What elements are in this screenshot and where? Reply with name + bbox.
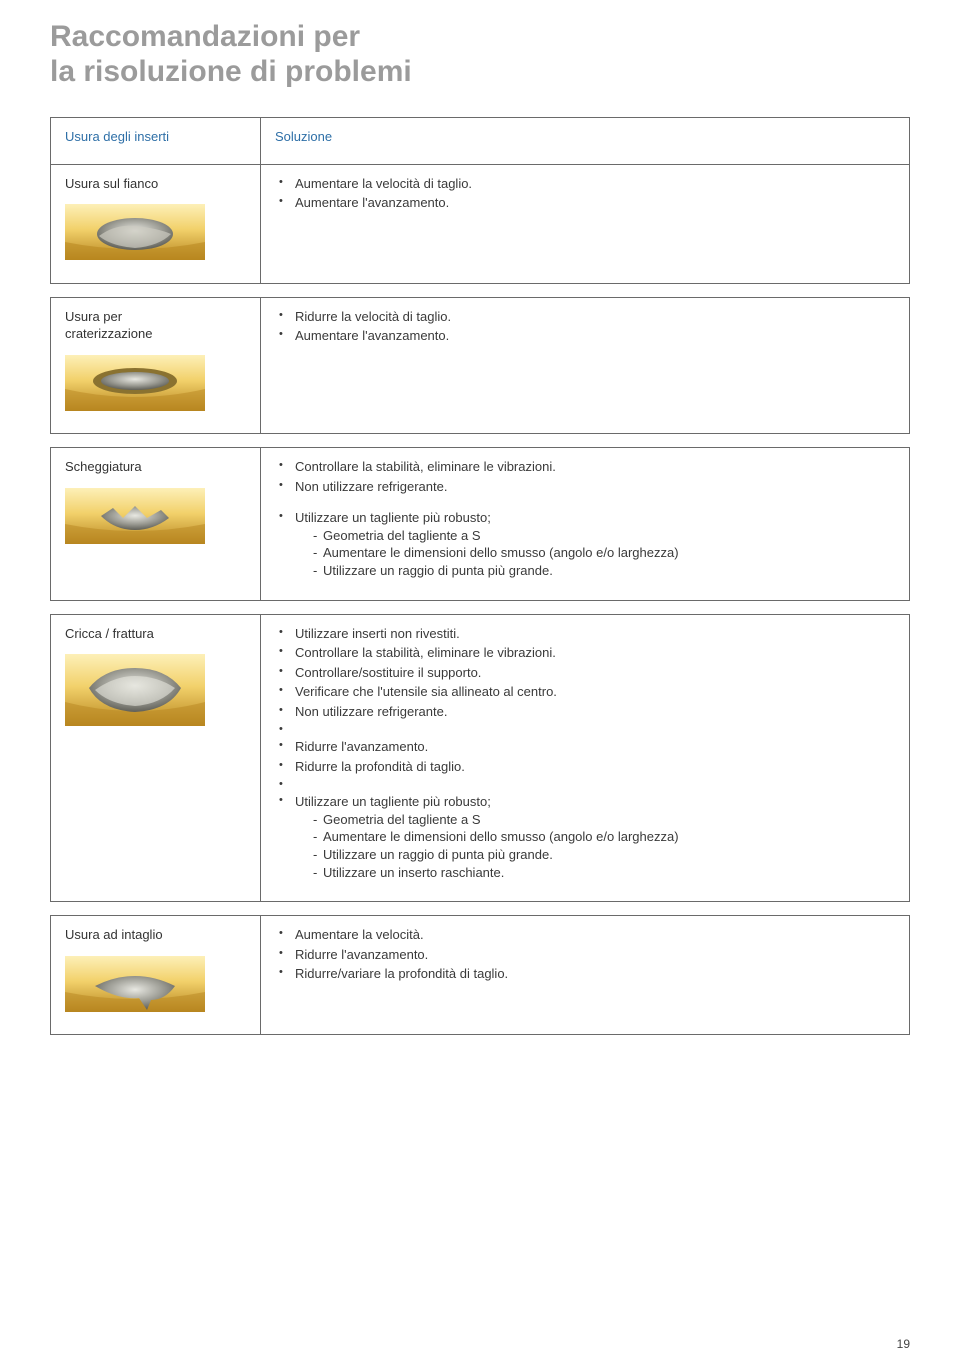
list-item: Controllare la stabilità, eliminare le v…: [277, 458, 895, 476]
row2-left: Usura per craterizzazione: [51, 297, 261, 434]
row2-label: Usura per craterizzazione: [65, 308, 246, 343]
table-row: Usura per craterizzazione Ridurre la vel…: [51, 297, 910, 434]
list-item: Non utilizzare refrigerante.: [277, 703, 895, 721]
list-item: Aumentare la velocità di taglio.: [277, 175, 895, 193]
list-item: Controllare/sostituire il supporto.: [277, 664, 895, 682]
list-item: Non utilizzare refrigerante.: [277, 478, 895, 496]
list-item: Ridurre/variare la profondità di taglio.: [277, 965, 895, 983]
sub-item: Utilizzare un inserto raschiante.: [313, 864, 895, 882]
sub-item: Geometria del tagliente a S: [313, 527, 895, 545]
row5-left: Usura ad intaglio: [51, 916, 261, 1035]
list-item-empty: [277, 722, 895, 736]
insert-wear-notch-icon: [65, 956, 205, 1012]
row1-list: Aumentare la velocità di taglio. Aumenta…: [275, 175, 895, 212]
title-line-2: la risoluzione di problemi: [50, 55, 412, 88]
row3-list2: Utilizzare un tagliente più robusto; Geo…: [275, 509, 895, 579]
row4-sublist: Geometria del tagliente a S Aumentare le…: [295, 811, 895, 881]
list-item: Ridurre la velocità di taglio.: [277, 308, 895, 326]
list-item: Ridurre la profondità di taglio.: [277, 758, 895, 776]
row1-left: Usura sul fianco: [51, 164, 261, 283]
sub-item: Aumentare le dimensioni dello smusso (an…: [313, 544, 895, 562]
insert-wear-chipping-icon: [65, 488, 205, 544]
row3-list1: Controllare la stabilità, eliminare le v…: [275, 458, 895, 495]
row5-list: Aumentare la velocità. Ridurre l'avanzam…: [275, 926, 895, 983]
table-row: Cricca / frattura Utilizzare inserti non…: [51, 614, 910, 902]
sub-item: Geometria del tagliente a S: [313, 811, 895, 829]
row4-right: Utilizzare inserti non rivestiti. Contro…: [261, 614, 910, 902]
row4-left: Cricca / frattura: [51, 614, 261, 902]
insert-wear-flank-icon: [65, 204, 205, 260]
page-title: Raccomandazioni per la risoluzione di pr…: [50, 20, 910, 89]
list-item: Utilizzare un tagliente più robusto; Geo…: [277, 793, 895, 881]
row1-label: Usura sul fianco: [65, 175, 246, 193]
row3-sublist: Geometria del tagliente a S Aumentare le…: [295, 527, 895, 580]
page-number: 19: [897, 1337, 910, 1351]
row2-list: Ridurre la velocità di taglio. Aumentare…: [275, 308, 895, 345]
list-item: Aumentare l'avanzamento.: [277, 327, 895, 345]
troubleshooting-table: Usura degli inserti Soluzione Usura sul …: [50, 117, 910, 1035]
table-row: Scheggiatura Controllare la stabilità, e…: [51, 448, 910, 600]
list-item: Aumentare l'avanzamento.: [277, 194, 895, 212]
title-line-1: Raccomandazioni per: [50, 20, 360, 53]
sub-item: Utilizzare un raggio di punta più grande…: [313, 562, 895, 580]
table-row: Usura sul fianco: [51, 164, 910, 283]
row4-list1: Utilizzare inserti non rivestiti. Contro…: [275, 625, 895, 882]
list-item: Utilizzare un tagliente più robusto; Geo…: [277, 509, 895, 579]
row3-right: Controllare la stabilità, eliminare le v…: [261, 448, 910, 600]
row3-label: Scheggiatura: [65, 458, 246, 476]
row4-label: Cricca / frattura: [65, 625, 246, 643]
insert-wear-crater-icon: [65, 355, 205, 411]
insert-wear-fracture-icon: [65, 654, 205, 726]
list-item: Ridurre l'avanzamento.: [277, 738, 895, 756]
list-item: Aumentare la velocità.: [277, 926, 895, 944]
row5-label: Usura ad intaglio: [65, 926, 246, 944]
header-col1: Usura degli inserti: [51, 118, 261, 165]
sub-item: Utilizzare un raggio di punta più grande…: [313, 846, 895, 864]
sub-item: Aumentare le dimensioni dello smusso (an…: [313, 828, 895, 846]
list-item: Verificare che l'utensile sia allineato …: [277, 683, 895, 701]
list-item: Utilizzare inserti non rivestiti.: [277, 625, 895, 643]
table-header-row: Usura degli inserti Soluzione: [51, 118, 910, 165]
list-item: Ridurre l'avanzamento.: [277, 946, 895, 964]
row5-right: Aumentare la velocità. Ridurre l'avanzam…: [261, 916, 910, 1035]
header-col2: Soluzione: [261, 118, 910, 165]
row1-right: Aumentare la velocità di taglio. Aumenta…: [261, 164, 910, 283]
list-item-empty: [277, 777, 895, 791]
row3-left: Scheggiatura: [51, 448, 261, 600]
row2-right: Ridurre la velocità di taglio. Aumentare…: [261, 297, 910, 434]
table-row: Usura ad intaglio Aumentare la velocità.…: [51, 916, 910, 1035]
list-item: Controllare la stabilità, eliminare le v…: [277, 644, 895, 662]
